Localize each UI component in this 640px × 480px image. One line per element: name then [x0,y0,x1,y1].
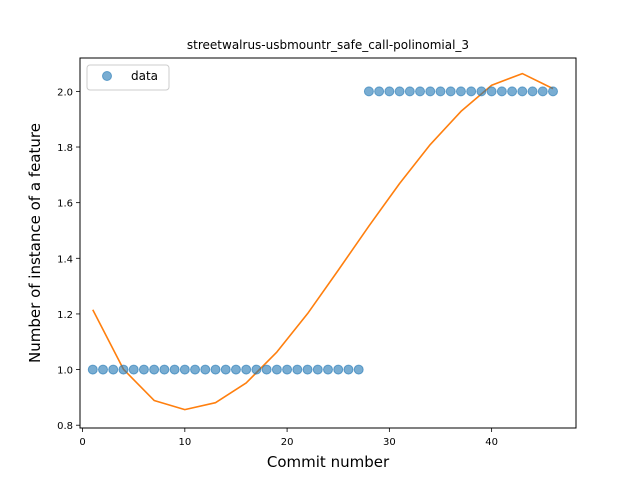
data-point [241,364,252,375]
data-point [271,364,282,375]
y-tick-label: 0.8 [57,421,73,432]
data-point [159,364,170,375]
data-point [363,86,374,97]
data-point [312,364,323,375]
data-point [547,86,558,97]
data-point [108,364,119,375]
data-point [261,364,272,375]
data-point [138,364,149,375]
axes-frame [79,57,577,429]
data-point [210,364,221,375]
data-point [169,364,180,375]
data-point [179,364,190,375]
data-point [455,86,466,97]
data-point [282,364,293,375]
data-point [343,364,354,375]
data-point [251,364,262,375]
y-tick-label: 1.0 [57,366,73,377]
data-point [333,364,344,375]
data-point [292,364,303,375]
data-point [394,86,405,97]
chart-title: streetwalrus-usbmountr_safe_call-polinom… [187,38,469,52]
data-point [323,364,333,375]
data-point [445,86,456,97]
data-point [374,86,385,97]
legend-marker [102,71,112,81]
x-tick-label: 20 [281,437,294,448]
x-tick-label: 0 [79,437,85,448]
y-ticks: 0.8 1.0 1.2 1.4 1.6 1.8 2.0 [57,87,80,432]
data-point [87,364,98,375]
data-point [517,86,528,97]
legend-label: data [131,69,158,83]
data-point [527,86,538,97]
data-point [190,364,201,375]
x-ticks: 0 10 20 30 40 [79,428,498,448]
data-point [466,86,477,97]
y-tick-label: 1.8 [57,143,73,154]
y-axis-label: Number of instance of a feature [26,123,44,363]
data-point [149,364,160,375]
data-point [353,364,364,375]
x-axis-label: Commit number [267,453,390,471]
y-tick-label: 1.4 [57,254,73,265]
y-tick-label: 2.0 [57,87,73,98]
data-point [230,364,241,375]
data-points [87,86,558,375]
data-point [537,86,548,97]
legend: data [86,64,170,91]
data-point [404,86,415,97]
data-point [507,86,518,97]
data-point [98,364,109,375]
data-point [435,86,446,97]
data-point [200,364,211,375]
x-tick-label: 30 [383,437,396,448]
x-tick-label: 40 [485,437,498,448]
polynomial-fit-line [92,72,554,411]
data-point [220,364,231,375]
data-point [496,86,507,97]
data-point [476,86,487,97]
y-tick-label: 1.2 [57,310,73,321]
data-point [415,86,426,97]
x-tick-label: 10 [178,437,191,448]
fit-line-group [92,72,554,411]
data-point [128,364,139,375]
y-tick-label: 1.6 [57,199,73,210]
data-point [302,364,313,375]
data-point [425,86,436,97]
data-point [384,86,395,97]
data-point [486,86,497,97]
data-point [118,364,129,375]
